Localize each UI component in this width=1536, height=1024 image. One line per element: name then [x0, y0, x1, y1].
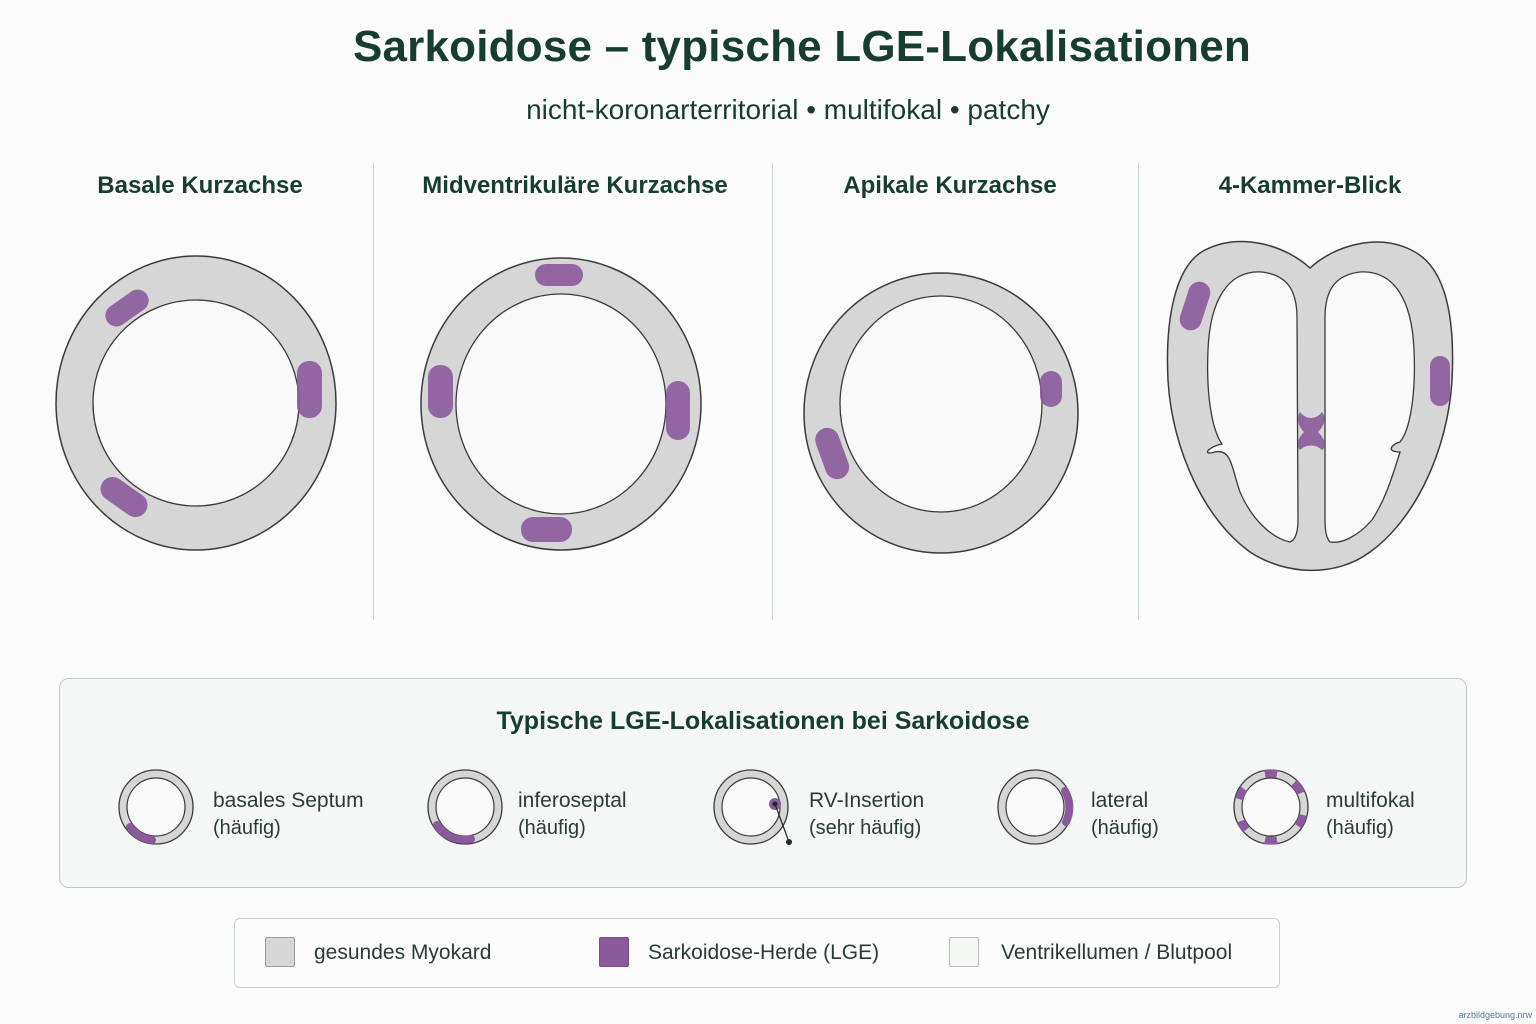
heart-views-diagram [55, 240, 1454, 572]
lge-lesion [815, 427, 850, 480]
ring-icon [427, 769, 503, 845]
summary-title: Typische LGE-Lokalisationen bei Sarkoido… [496, 707, 1030, 735]
location-item-rv-insertion: RV-Insertion (sehr häufig) [711, 767, 1011, 847]
lge-lesions [1235, 769, 1307, 845]
basal-short-axis [55, 255, 337, 551]
lge-lesion [1430, 356, 1450, 406]
lge-lesions [428, 264, 690, 542]
right-ventricle-lumen [1324, 271, 1416, 543]
location-label: lateral [1091, 789, 1149, 812]
location-item-multifocal: multifokal (häufig) [1231, 767, 1461, 847]
lge-lesion [428, 365, 453, 418]
divider [373, 163, 374, 620]
apical-short-axis [803, 272, 1079, 554]
ring-icon [1233, 769, 1309, 845]
location-item-inferoseptal: inferoseptal (häufig) [425, 767, 725, 847]
lge-lesion [521, 517, 572, 542]
lge-lesion [126, 823, 156, 844]
left-ventricle-lumen [1206, 271, 1299, 543]
summary-panel: Typische LGE-Lokalisationen bei Sarkoido… [59, 678, 1467, 888]
page-subtitle: nicht-koronarterritorial • multifokal • … [526, 94, 1050, 125]
view-title-basal: Basale Kurzachse [97, 172, 303, 199]
location-frequency: (häufig) [213, 817, 281, 839]
location-frequency: (häufig) [518, 817, 586, 839]
location-label: basales Septum [213, 789, 364, 812]
ring-icon [713, 769, 792, 845]
legend-swatch-lesion [599, 937, 629, 967]
ring-icon [118, 769, 194, 845]
ventricle-lumen [839, 295, 1043, 513]
legend-label-lumen: Ventrikellumen / Blutpool [1001, 941, 1233, 964]
location-label: RV-Insertion [809, 789, 925, 812]
legend-label-healthy: gesundes Myokard [314, 941, 492, 964]
ventricle-lumen [92, 299, 300, 507]
page-title: Sarkoidose – typische LGE-Lokalisationen [352, 22, 1252, 71]
view-title-apical: Apikale Kurzachse [843, 172, 1057, 199]
location-frequency: (häufig) [1326, 817, 1394, 839]
ring-icon [997, 769, 1074, 845]
lge-lesion [1061, 787, 1074, 826]
lge-lesion [666, 381, 690, 440]
legend-swatch-healthy [265, 937, 295, 967]
location-item-basal-septum: basales Septum (häufig) [116, 767, 416, 847]
lge-lesion [100, 476, 148, 518]
ventricle-lumen [455, 293, 667, 515]
lge-lesion [535, 264, 583, 286]
lge-lesions [815, 371, 1062, 480]
view-title-4-chamber: 4-Kammer-Blick [1218, 172, 1402, 199]
view-title-midventricular: Midventrikuläre Kurzachse [422, 172, 728, 199]
lge-lesion [297, 361, 322, 418]
divider [772, 163, 773, 620]
lge-lesion [1179, 281, 1211, 331]
legend-label-lesion: Sarkoidose-Herde (LGE) [648, 941, 880, 964]
legend-swatch-lumen [949, 937, 979, 967]
lge-lesion [105, 289, 149, 327]
lge-lesion [1297, 412, 1325, 450]
location-frequency: (sehr häufig) [809, 817, 922, 839]
lge-lesion [433, 821, 475, 844]
location-label: multifokal [1326, 789, 1415, 812]
lge-lesion [1040, 371, 1062, 407]
four-chamber-view [1166, 240, 1454, 572]
watermark: arzbildgebung.nrw [1458, 1010, 1532, 1020]
location-item-lateral: lateral (häufig) [995, 767, 1295, 847]
lge-lesions [100, 289, 322, 518]
divider [1138, 163, 1139, 620]
lge-lesions [1179, 281, 1450, 450]
legend: gesundes Myokard Sarkoidose-Herde (LGE) … [234, 918, 1280, 988]
location-frequency: (häufig) [1091, 817, 1159, 839]
location-label: inferoseptal [518, 789, 627, 812]
midventricular-short-axis [420, 257, 702, 551]
